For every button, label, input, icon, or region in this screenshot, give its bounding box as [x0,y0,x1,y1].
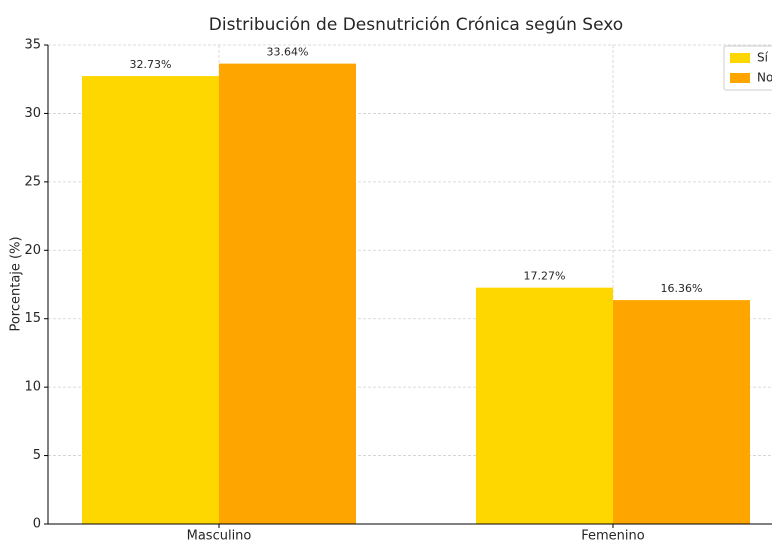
bar [219,63,356,524]
y-tick-label: 30 [24,106,41,121]
data-label: 16.36% [661,282,703,295]
data-label: 32.73% [130,58,172,71]
legend-label: No [757,71,772,85]
y-tick-label: 10 [24,380,41,395]
legend-swatch [730,53,750,63]
y-tick-label: 35 [24,38,41,53]
y-tick-label: 0 [33,517,41,532]
x-tick-label: Femenino [581,529,645,542]
legend-label: Sí [757,51,769,65]
legend-swatch [730,73,750,83]
data-label: 33.64% [267,46,309,59]
y-tick-label: 20 [24,243,41,258]
bar [82,76,219,524]
y-tick-label: 25 [24,174,41,189]
y-axis-label: Porcentaje (%) [9,236,24,331]
bar [476,287,613,524]
data-label: 17.27% [524,270,566,283]
y-tick-label: 15 [24,311,41,326]
bar [613,300,750,524]
x-tick-label: Masculino [187,529,252,542]
chart-title: Distribución de Desnutrición Crónica seg… [209,15,623,35]
y-tick-label: 5 [33,448,41,463]
